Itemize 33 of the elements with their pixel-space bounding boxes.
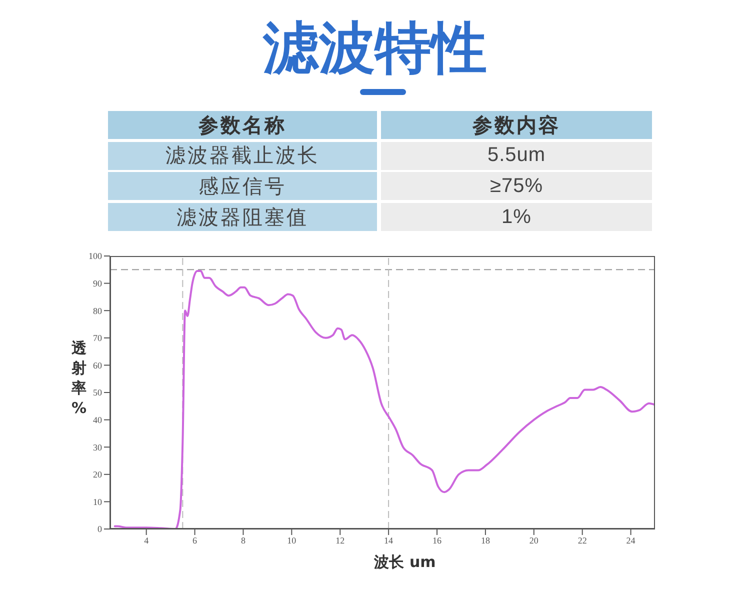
y-axis-title: 透射率% [70,338,88,418]
x-tick-label: 22 [578,535,587,546]
y-tick-label: 60 [93,360,102,370]
x-tick-label: 14 [384,535,394,546]
y-tick-label: 30 [93,442,102,452]
x-tick-label: 20 [529,535,539,546]
y-tick-label: 70 [93,333,102,344]
x-tick-label: 4 [144,535,150,546]
x-axis-title: 波长 um [374,553,436,571]
y-tick-label: 80 [93,306,102,316]
table-cell: 滤波器阻塞值 [108,203,377,232]
y-tick-label: 100 [88,251,102,262]
x-tick-label: 10 [287,535,297,546]
x-tick-label: 12 [336,535,345,546]
table-cell: 感应信号 [108,172,377,200]
table-cell: ≥75% [381,172,652,200]
text: 滤波特性 [263,16,487,81]
x-tick-label: 18 [480,535,490,546]
y-tick-label: 0 [98,524,102,534]
x-tick-label: 16 [432,535,442,546]
table-header-cell: 参数名称 [108,111,377,139]
table-cell: 滤波器截止波长 [108,142,377,170]
x-tick-label: 8 [240,535,246,546]
y-tick-label: 20 [93,470,102,480]
y-tick-label: 90 [93,278,102,288]
table-cell: 1% [381,203,652,232]
y-tick-label: 10 [93,496,102,507]
table-header-cell: 参数内容 [381,111,652,139]
table-cell: 5.5um [381,142,652,170]
y-tick-label: 50 [93,388,102,398]
x-tick-label: 24 [626,535,636,546]
x-tick-label: 6 [192,535,198,546]
y-tick-label: 40 [93,414,102,425]
